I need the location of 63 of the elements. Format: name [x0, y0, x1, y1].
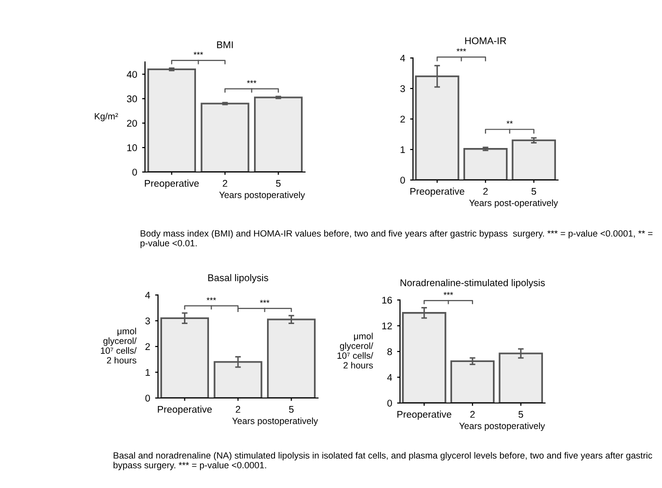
bar: [214, 361, 262, 398]
y-tick-label: 3: [400, 85, 405, 92]
chart-title: HOMA-IR: [465, 37, 506, 44]
x-tick-label: Preoperative: [410, 188, 464, 197]
x-tick-label: Preoperative: [397, 410, 452, 420]
bar: [512, 140, 556, 180]
bar: [147, 68, 196, 172]
text: Basal and noradrenaline (NA) stimulated lipolysis in isolated fat cells, and plasma glycerol levels before, two and five years after gastric bypass surgery. *** = p-value <0.0001.: [114, 452, 652, 470]
bar: [200, 102, 250, 172]
x-tick-label: 5: [289, 406, 294, 413]
bar: [254, 96, 303, 172]
y-tick-label: 3: [145, 317, 150, 324]
text: Body mass index (BMI) and HOMA-IR values before, two and five years after gastric bypass surgery. *** = p-value <0.0001, ** = p-value <0.01.: [140, 230, 652, 248]
x-axis-title: Years postoperatively: [232, 417, 318, 426]
y-tick-label: 0: [145, 394, 150, 402]
bar: [402, 312, 446, 403]
y-tick-label: 20: [127, 120, 137, 127]
y-tick-label: 4: [387, 374, 392, 381]
bar: [450, 360, 495, 403]
bar: [498, 352, 543, 403]
y-tick-label: 1: [400, 146, 405, 154]
chart-title: Basal lipolysis: [208, 274, 268, 284]
y-axis-title: Kg/m²: [94, 112, 118, 122]
x-tick-label: 2: [483, 188, 488, 195]
x-tick-label: 2: [236, 406, 240, 413]
text: ***: [456, 48, 466, 52]
y-tick-label: 2: [145, 343, 150, 350]
x-tick-label: 5: [518, 410, 524, 418]
y-tick-label: 0: [132, 168, 137, 176]
y-tick-label: 16: [382, 296, 392, 304]
x-tick-label: 2: [222, 180, 228, 187]
y-axis-title: μmol glycerol/ 10⁷ cells/ 2 hours: [100, 328, 137, 364]
y-axis-title: μmol glycerol/ 10⁷ cells/ 2 hours: [338, 332, 374, 369]
x-tick-label: 5: [532, 188, 536, 195]
annotation: ***: [206, 297, 216, 300]
y-tick-label: 2: [400, 116, 405, 123]
y-tick-label: 4: [400, 54, 406, 62]
x-axis-title: Years post-operatively: [469, 199, 558, 208]
y-tick-label: 0: [400, 176, 405, 184]
chart-title: BMI: [217, 41, 233, 48]
text: ***: [444, 292, 454, 295]
y-tick-label: 12: [382, 322, 392, 330]
annotation: **: [506, 120, 513, 124]
y-tick-label: 30: [126, 95, 137, 102]
x-axis-title: Years postoperatively: [459, 422, 545, 431]
y-tick-label: 10: [127, 144, 137, 152]
annotation: ***: [246, 80, 256, 84]
x-tick-label: 5: [276, 180, 281, 187]
y-tick-label: 0: [387, 400, 392, 407]
x-tick-label: Preoperative: [144, 180, 199, 189]
y-tick-label: 40: [126, 70, 137, 78]
y-tick-label: 4: [145, 292, 150, 299]
chart-title: Noradrenaline-stimulated lipolysis: [400, 279, 545, 288]
bar: [463, 148, 508, 180]
bar: [267, 318, 316, 398]
x-tick-label: Preoperative: [158, 406, 212, 415]
x-axis-title: Years postoperatively: [219, 191, 305, 200]
y-tick-label: 8: [387, 348, 392, 356]
annotation: ***: [260, 300, 270, 303]
y-tick-label: 1: [146, 369, 150, 376]
x-tick-label: 2: [470, 410, 475, 418]
bar: [160, 317, 209, 398]
text: ***: [194, 52, 204, 55]
